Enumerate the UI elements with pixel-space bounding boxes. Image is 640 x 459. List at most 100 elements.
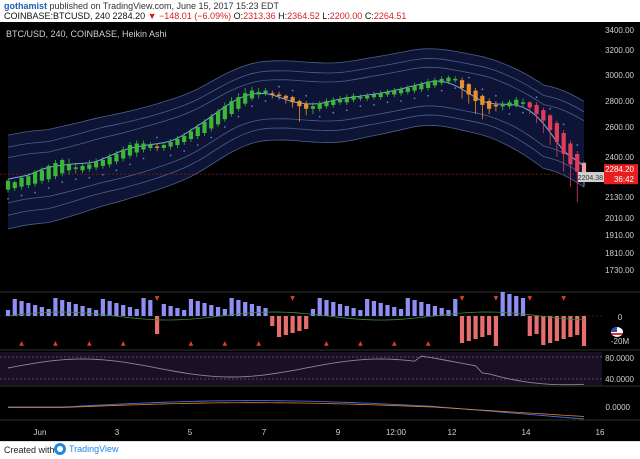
volume-bar-down (527, 316, 532, 336)
candle-body (283, 95, 288, 99)
footer-brand[interactable]: TradingView (54, 443, 119, 455)
volume-bar-down (466, 316, 471, 341)
candle-body (121, 149, 126, 159)
chart-area[interactable]: BTC/USD, 240, COINBASE, Heikin Ashi 3400… (0, 22, 640, 441)
candle-body (466, 84, 471, 95)
candle-body (487, 101, 492, 109)
candle-body (378, 93, 383, 98)
volume-bar-up (107, 301, 112, 316)
macd-histogram-bar (529, 407, 531, 417)
candle-body (33, 171, 38, 184)
candle-body (310, 106, 316, 109)
sar-dot (305, 94, 308, 97)
volume-bar-up (520, 298, 526, 316)
volume-bar-up (222, 309, 227, 316)
time-tick-label: 12:00 (386, 428, 407, 437)
candle-body (317, 103, 322, 109)
candle-body (527, 102, 532, 108)
candle-body (405, 88, 410, 92)
sar-dot (373, 104, 375, 106)
footer-brand-text: TradingView (69, 444, 119, 454)
time-tick-label: Jun (34, 428, 47, 437)
candle-body (331, 99, 336, 105)
macd-histogram-bar (563, 407, 565, 420)
tradingview-logo-icon (54, 443, 66, 455)
volume-bar-up (66, 302, 72, 316)
sar-dot (481, 88, 484, 91)
volume-bar-up (507, 294, 512, 316)
price-tick-label: 1810.00 (605, 249, 634, 258)
sar-dot (264, 100, 267, 102)
sar-dot (427, 94, 430, 97)
chart-canvas[interactable]: BTC/USD, 240, COINBASE, Heikin Ashi 3400… (0, 22, 640, 441)
sar-dot (467, 76, 470, 79)
up-arrow-marker: ▲ (87, 340, 92, 347)
sar-dot (576, 144, 579, 146)
volume-bar-up (392, 307, 397, 316)
down-arrow-marker: ▼ (460, 295, 465, 302)
volume-bar-up (80, 306, 85, 316)
volume-bar-up (39, 307, 44, 316)
volume-bar-down (575, 316, 580, 335)
high-value: 2364.52 (287, 11, 320, 21)
candle-body (87, 164, 92, 169)
sar-dot (278, 85, 280, 88)
bollinger-band-0 (7, 48, 585, 136)
candle-body (276, 94, 282, 96)
volume-bar-down (534, 316, 539, 334)
candle-body (127, 145, 133, 156)
candle-body (202, 121, 207, 133)
candle-body (93, 161, 99, 168)
candle-body (263, 90, 268, 94)
sar-dot (386, 101, 389, 104)
up-arrow-marker: ▲ (53, 340, 58, 347)
candle-body (344, 97, 349, 103)
macd-histogram-bar (542, 407, 544, 418)
macd-histogram-bar (468, 407, 470, 410)
volume-bar-up (256, 306, 261, 316)
volume-bar-up (419, 302, 424, 316)
candle-body (392, 90, 397, 95)
volume-bar-up (19, 301, 24, 316)
candle-body (412, 85, 417, 91)
sar-dot (223, 126, 226, 128)
sar-dot (454, 87, 457, 89)
volume-bar-up (195, 301, 200, 316)
volume-bar-up (229, 298, 234, 316)
volume-bar-up (310, 309, 316, 316)
sar-dot (440, 89, 443, 92)
candle-body (419, 84, 424, 90)
candle-body (548, 115, 553, 130)
sar-dot (562, 123, 565, 126)
price-tick-label: 3400.00 (605, 26, 634, 35)
candle-body (19, 177, 24, 187)
volume-bar-up (446, 310, 451, 316)
candle-body (459, 80, 465, 88)
sar-dot (549, 107, 552, 110)
time-tick-label: 16 (596, 428, 605, 437)
up-arrow-marker: ▲ (223, 340, 228, 347)
volume-bar-up (134, 309, 139, 316)
candle-body (80, 165, 85, 171)
macd-line (8, 400, 585, 420)
volume-bar-up (236, 300, 241, 316)
volume-bar-down (290, 316, 295, 333)
candle-body (5, 180, 11, 190)
bollinger-band-2 (7, 66, 585, 159)
candle-body (215, 111, 221, 125)
chart-header: gothamist published on TradingView.com, … (0, 0, 640, 22)
price-change: ▼ −148.01 (−6.09%) (147, 11, 232, 21)
candle-body (256, 91, 261, 95)
candle-body (188, 131, 194, 139)
sar-dot (345, 109, 348, 111)
volume-bar-up (175, 308, 180, 316)
sar-dot (522, 111, 524, 114)
chart-title: BTC/USD, 240, COINBASE, Heikin Ashi (6, 29, 167, 39)
macd-histogram-bar (522, 407, 524, 416)
author-link[interactable]: gothamist (4, 1, 48, 11)
candle-body (324, 101, 329, 107)
sar-dot (74, 178, 77, 181)
macd-histogram-bar (536, 407, 538, 418)
candle-body (107, 157, 112, 165)
macd-histogram-bar (475, 407, 477, 411)
